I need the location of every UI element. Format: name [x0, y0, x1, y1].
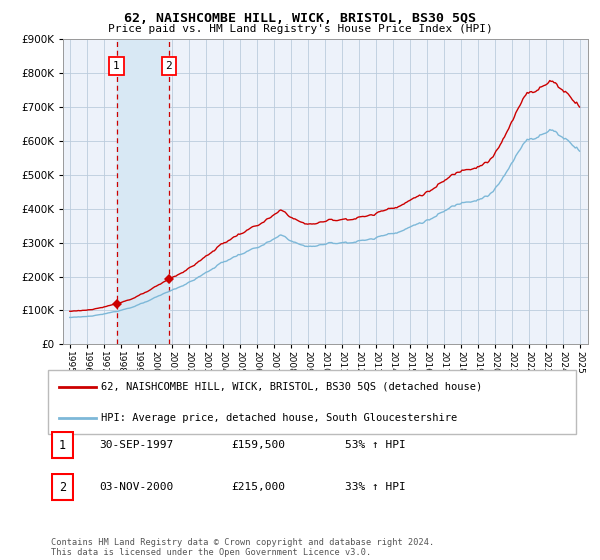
Text: 33% ↑ HPI: 33% ↑ HPI [345, 482, 406, 492]
Text: HPI: Average price, detached house, South Gloucestershire: HPI: Average price, detached house, Sout… [101, 413, 457, 423]
Text: Price paid vs. HM Land Registry's House Price Index (HPI): Price paid vs. HM Land Registry's House … [107, 24, 493, 34]
Text: 62, NAISHCOMBE HILL, WICK, BRISTOL, BS30 5QS (detached house): 62, NAISHCOMBE HILL, WICK, BRISTOL, BS30… [101, 382, 482, 392]
Text: £159,500: £159,500 [231, 440, 285, 450]
Text: 53% ↑ HPI: 53% ↑ HPI [345, 440, 406, 450]
FancyBboxPatch shape [52, 432, 73, 458]
Text: Contains HM Land Registry data © Crown copyright and database right 2024.
This d: Contains HM Land Registry data © Crown c… [51, 538, 434, 557]
Text: 2: 2 [59, 480, 66, 494]
Text: 30-SEP-1997: 30-SEP-1997 [99, 440, 173, 450]
Text: 62, NAISHCOMBE HILL, WICK, BRISTOL, BS30 5QS: 62, NAISHCOMBE HILL, WICK, BRISTOL, BS30… [124, 12, 476, 25]
Text: 1: 1 [113, 62, 120, 71]
Text: 03-NOV-2000: 03-NOV-2000 [99, 482, 173, 492]
Text: 1: 1 [59, 438, 66, 452]
Text: £215,000: £215,000 [231, 482, 285, 492]
FancyBboxPatch shape [48, 370, 576, 434]
Bar [116, 39, 169, 344]
Text: 2: 2 [166, 62, 172, 71]
FancyBboxPatch shape [52, 474, 73, 500]
